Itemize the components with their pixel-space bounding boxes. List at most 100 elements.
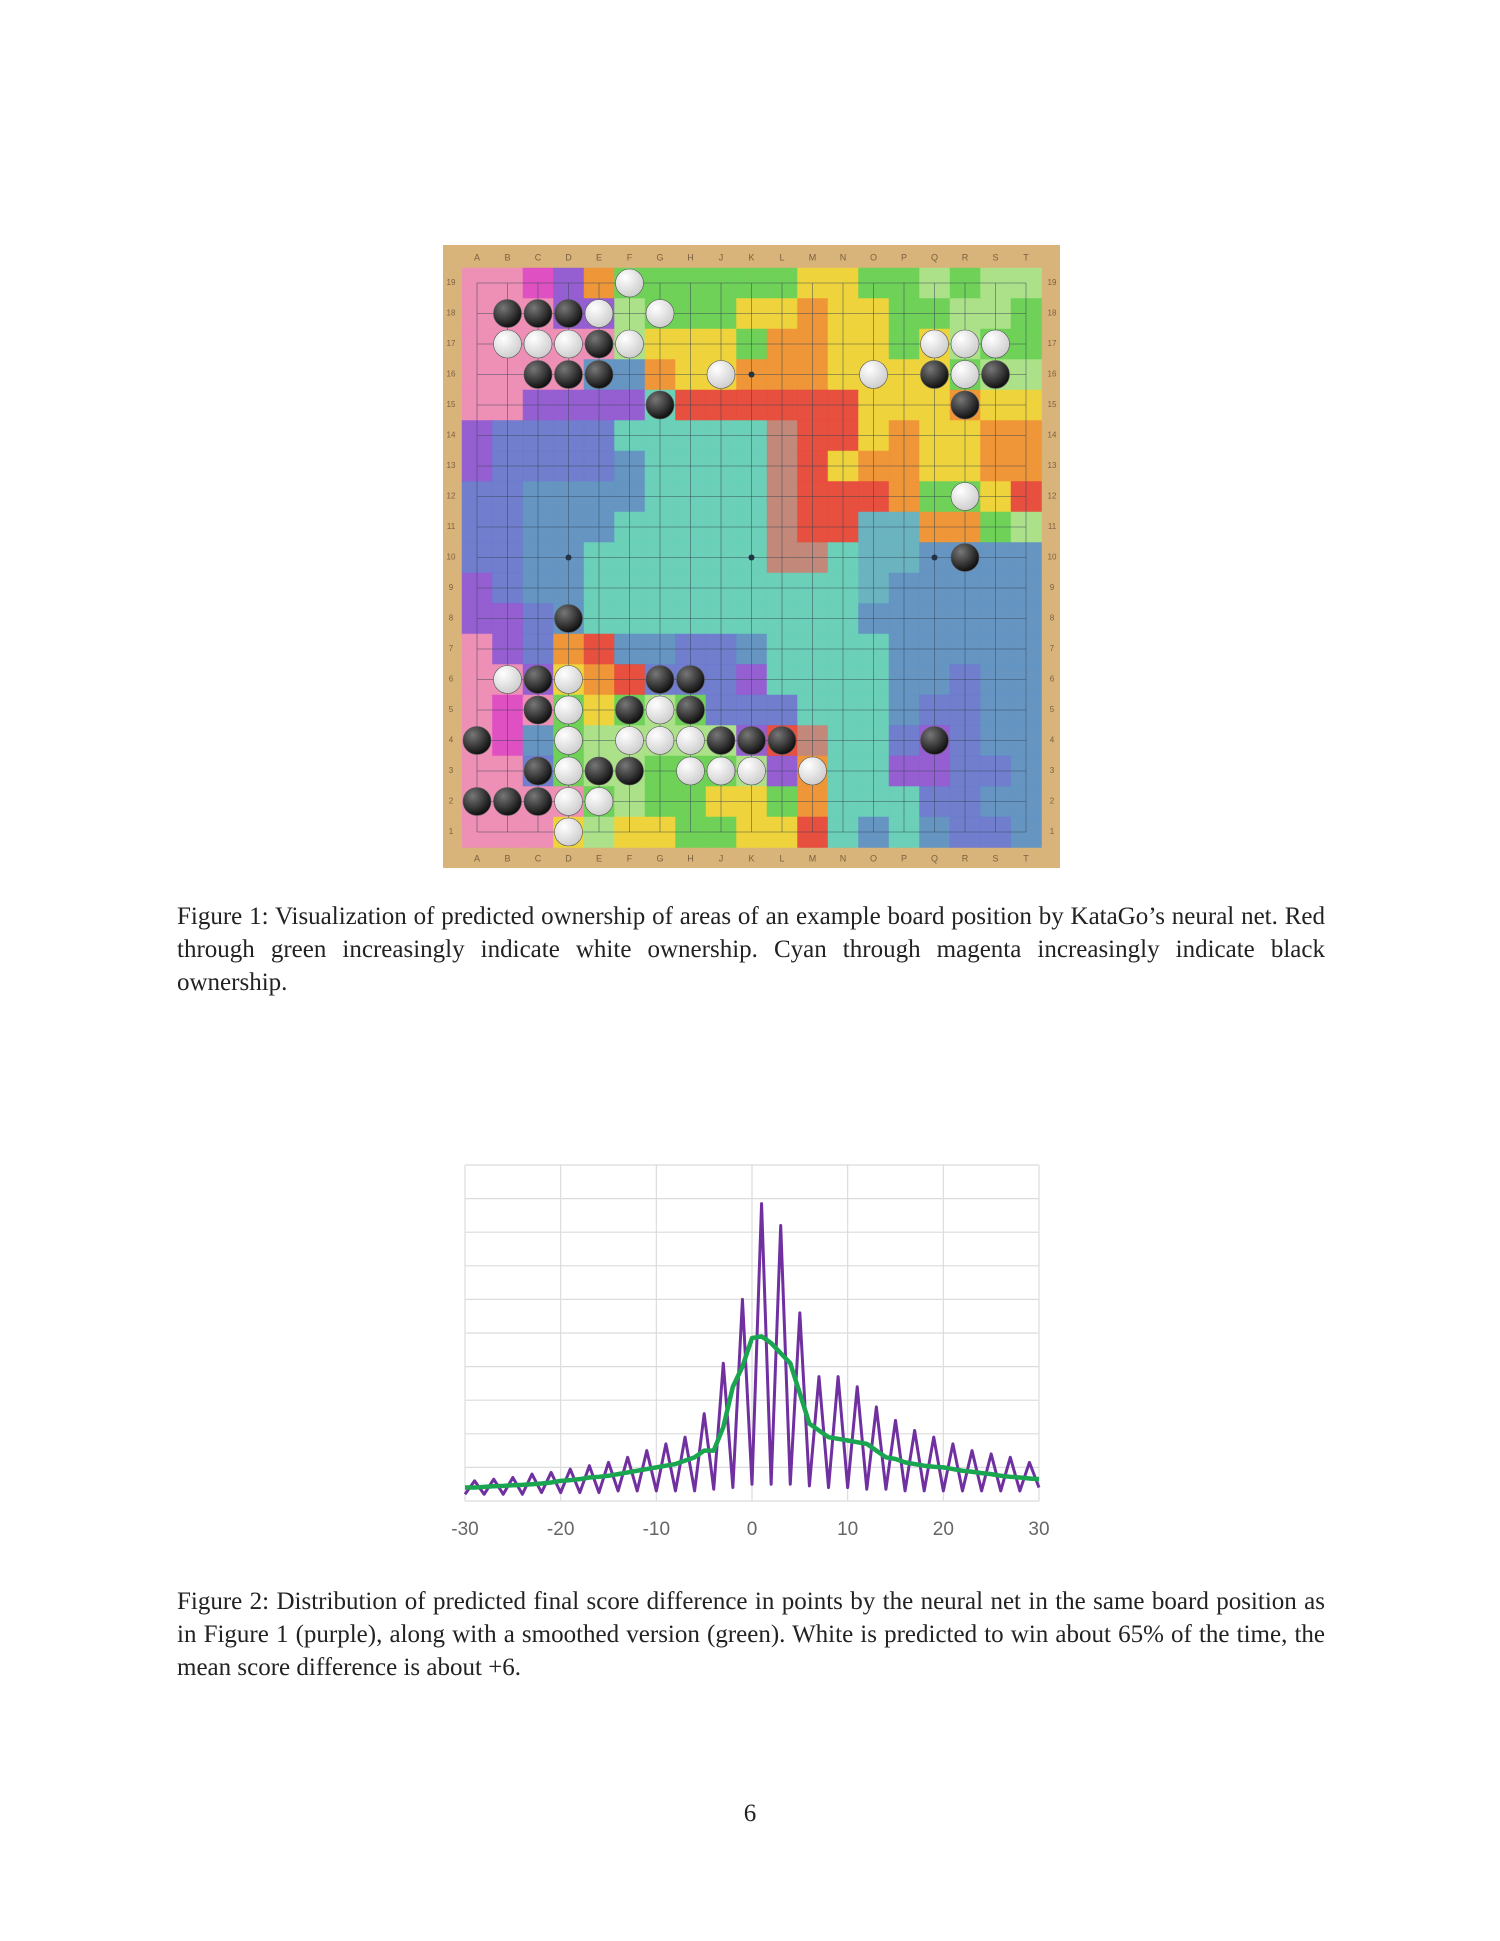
white-stone bbox=[554, 817, 583, 847]
column-label: Q bbox=[931, 252, 938, 262]
column-label: T bbox=[1023, 853, 1029, 863]
white-stone bbox=[645, 726, 675, 755]
column-label: C bbox=[535, 853, 542, 863]
white-stone bbox=[554, 665, 583, 694]
x-tick-label: 30 bbox=[1028, 1519, 1049, 1540]
row-label: 17 bbox=[447, 339, 456, 348]
black-stone bbox=[523, 665, 553, 694]
row-label: 3 bbox=[1050, 766, 1055, 775]
row-label: 10 bbox=[447, 553, 456, 562]
column-label: M bbox=[809, 252, 817, 262]
black-stone bbox=[493, 787, 522, 816]
row-label: 4 bbox=[449, 736, 454, 745]
column-label: B bbox=[504, 853, 510, 863]
row-label: 12 bbox=[1048, 492, 1057, 501]
black-stone bbox=[462, 787, 492, 816]
row-label: 8 bbox=[449, 614, 454, 623]
black-stone bbox=[706, 726, 736, 755]
black-stone bbox=[645, 390, 675, 420]
column-label: H bbox=[687, 853, 694, 863]
white-stone bbox=[706, 756, 736, 786]
column-label: G bbox=[656, 853, 663, 863]
row-label: 4 bbox=[1050, 736, 1055, 745]
black-stone bbox=[950, 390, 980, 420]
white-stone bbox=[615, 329, 644, 359]
white-stone bbox=[554, 329, 583, 359]
x-tick-label: -20 bbox=[547, 1519, 574, 1540]
black-stone bbox=[645, 665, 675, 694]
white-stone bbox=[676, 726, 705, 755]
white-stone bbox=[706, 360, 736, 389]
black-stone bbox=[676, 695, 705, 725]
row-label: 18 bbox=[1048, 309, 1057, 318]
row-label: 15 bbox=[1048, 400, 1057, 409]
column-label: L bbox=[779, 252, 784, 262]
column-label: O bbox=[870, 853, 877, 863]
column-label: Q bbox=[931, 853, 938, 863]
column-label: N bbox=[840, 853, 847, 863]
column-label: C bbox=[535, 252, 542, 262]
white-stone bbox=[981, 329, 1010, 359]
row-label: 14 bbox=[1048, 431, 1057, 440]
series-line bbox=[465, 1334, 1040, 1490]
white-stone bbox=[554, 726, 583, 755]
row-label: 6 bbox=[1050, 675, 1055, 684]
column-label: M bbox=[809, 853, 817, 863]
black-stone bbox=[981, 360, 1010, 389]
white-stone bbox=[920, 329, 949, 359]
column-label: S bbox=[992, 853, 998, 863]
row-label: 7 bbox=[449, 644, 454, 653]
row-label: 19 bbox=[1048, 278, 1057, 287]
x-tick-label: 0 bbox=[747, 1519, 758, 1540]
row-label: 2 bbox=[1050, 797, 1055, 806]
page-number: 6 bbox=[743, 1800, 757, 1827]
column-label: F bbox=[627, 252, 633, 262]
column-label: T bbox=[1023, 252, 1029, 262]
white-stone bbox=[584, 299, 614, 328]
white-stone bbox=[950, 329, 980, 359]
column-label: N bbox=[840, 252, 847, 262]
x-tick-label: -10 bbox=[643, 1519, 670, 1540]
star-point bbox=[931, 554, 938, 561]
row-label: 9 bbox=[449, 583, 454, 592]
row-label: 5 bbox=[1050, 705, 1055, 714]
row-label: 6 bbox=[449, 675, 454, 684]
column-label: L bbox=[779, 853, 784, 863]
white-stone bbox=[676, 756, 705, 786]
column-label: A bbox=[474, 853, 480, 863]
black-stone bbox=[554, 604, 583, 633]
white-stone bbox=[554, 787, 583, 816]
white-stone bbox=[493, 665, 522, 694]
black-stone bbox=[523, 695, 553, 725]
black-stone bbox=[920, 726, 949, 755]
row-label: 16 bbox=[1048, 370, 1057, 379]
row-label: 11 bbox=[1048, 522, 1057, 531]
column-label: F bbox=[627, 853, 633, 863]
black-stone bbox=[584, 756, 614, 786]
white-stone bbox=[645, 695, 675, 725]
row-label: 3 bbox=[449, 766, 454, 775]
column-label: K bbox=[748, 252, 754, 262]
white-stone bbox=[615, 726, 644, 755]
black-stone bbox=[523, 299, 553, 328]
star-point bbox=[748, 371, 755, 378]
column-label: E bbox=[596, 252, 602, 262]
column-label: E bbox=[596, 853, 602, 863]
star-point bbox=[748, 554, 755, 561]
white-stone bbox=[859, 360, 888, 389]
figure1-caption: Figure 1: Visualization of predicted own… bbox=[177, 903, 1325, 996]
black-stone bbox=[523, 787, 553, 816]
x-tick-label: 20 bbox=[933, 1519, 954, 1540]
column-label: R bbox=[962, 252, 969, 262]
white-stone bbox=[950, 360, 980, 389]
row-label: 10 bbox=[1048, 553, 1057, 562]
row-label: 7 bbox=[1050, 644, 1055, 653]
black-stone bbox=[615, 756, 644, 786]
row-label: 8 bbox=[1050, 614, 1055, 623]
row-label: 2 bbox=[449, 797, 454, 806]
series-line bbox=[463, 1202, 1041, 1496]
column-label: O bbox=[870, 252, 877, 262]
black-stone bbox=[584, 360, 614, 389]
